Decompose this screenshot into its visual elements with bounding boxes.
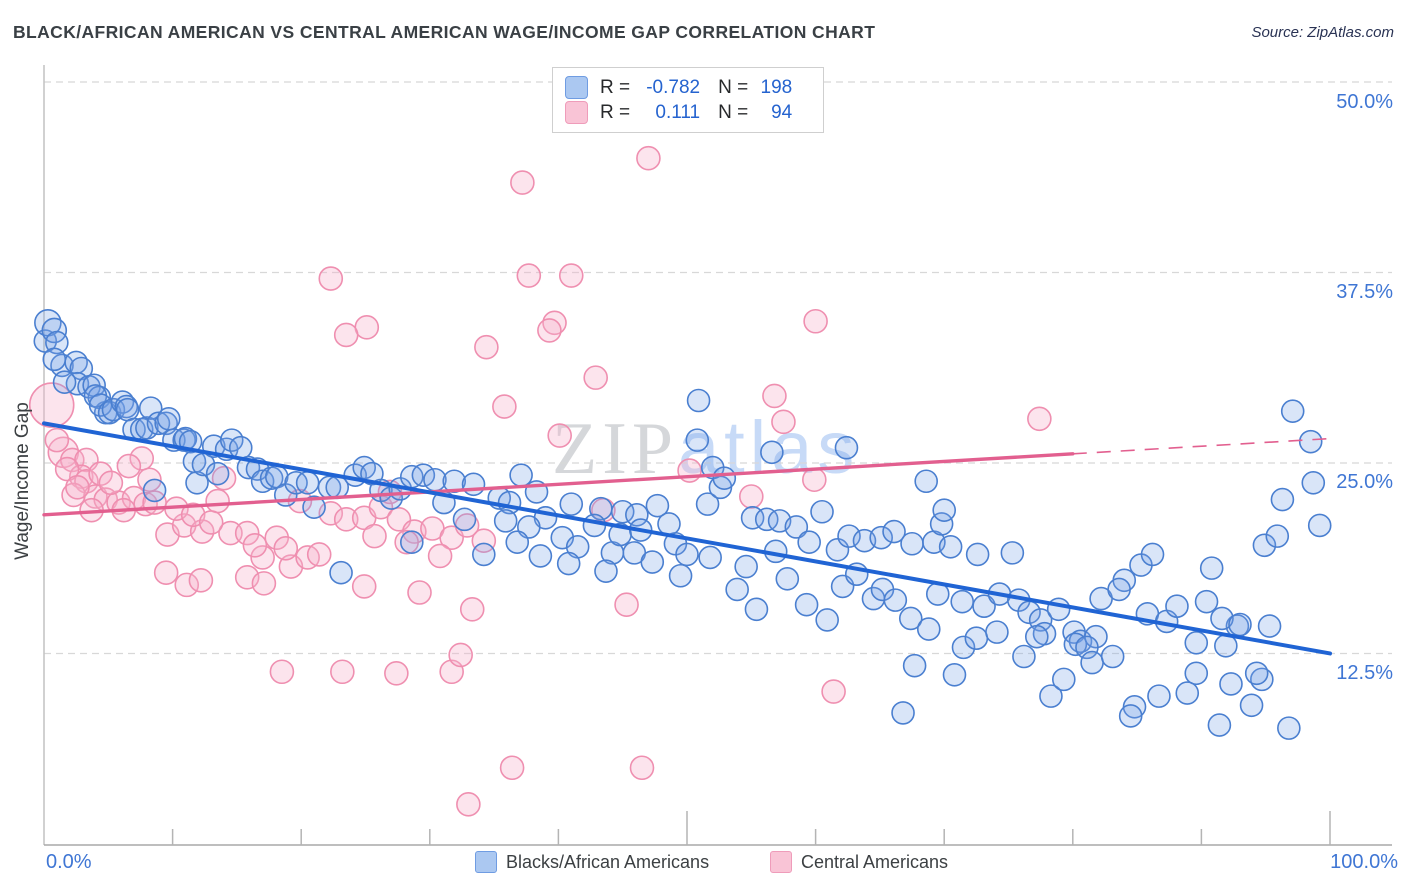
y-axis-title: Wage/Income Gap xyxy=(12,402,33,560)
y-tick-37-5: 37.5% xyxy=(1336,281,1393,303)
watermark-zip: ZIP xyxy=(552,408,678,490)
pink-series-swatch xyxy=(770,851,792,873)
legend-row-pink: R = 0.111 N = 94 xyxy=(565,100,813,125)
blue-series-label: Blacks/African Americans xyxy=(506,851,710,872)
legend-item-central-americans: Central Americans xyxy=(770,851,948,873)
blue-series-swatch xyxy=(475,851,497,873)
trend-blue xyxy=(42,421,1332,656)
axes xyxy=(43,65,1392,846)
pink-series-swatch xyxy=(565,101,588,124)
trend-pink-solid xyxy=(42,452,1075,517)
r-label: R = xyxy=(600,101,631,123)
n-label: N = xyxy=(718,76,749,98)
x-tick-100: 100.0% xyxy=(1330,851,1398,873)
r-value-blue: -0.782 xyxy=(646,76,701,98)
y-tick-50: 50.0% xyxy=(1336,91,1393,113)
pink-series-label: Central Americans xyxy=(801,851,949,872)
trend-lines xyxy=(42,421,1332,656)
scatter-blacks-african-americans xyxy=(33,308,1332,740)
n-label: N = xyxy=(718,101,749,123)
n-value-pink: 94 xyxy=(771,101,793,123)
source-credit: Source: ZipAtlas.com xyxy=(1251,24,1394,41)
legend-item-blacks-african-americans: Blacks/African Americans xyxy=(475,851,709,873)
n-value-blue: 198 xyxy=(760,76,793,98)
legend-row-blue: R = -0.782 N = 198 xyxy=(565,75,813,100)
trend-pink-dashed xyxy=(1072,437,1331,455)
y-tick-25: 25.0% xyxy=(1336,471,1393,493)
chart-title: BLACK/AFRICAN AMERICAN VS CENTRAL AMERIC… xyxy=(13,22,876,42)
series-legend: Blacks/African Americans Central America… xyxy=(0,849,1406,879)
r-value-pink: 0.111 xyxy=(655,101,701,123)
r-label: R = xyxy=(600,76,631,98)
x-tick-0: 0.0% xyxy=(46,851,92,873)
scatter-central-americans xyxy=(28,145,1052,817)
x-ticks xyxy=(171,811,1331,845)
correlation-legend: R = -0.782 N = 198 R = 0.111 N = 94 xyxy=(552,67,824,133)
blue-series-swatch xyxy=(565,76,588,99)
y-tick-12-5: 12.5% xyxy=(1336,662,1393,684)
